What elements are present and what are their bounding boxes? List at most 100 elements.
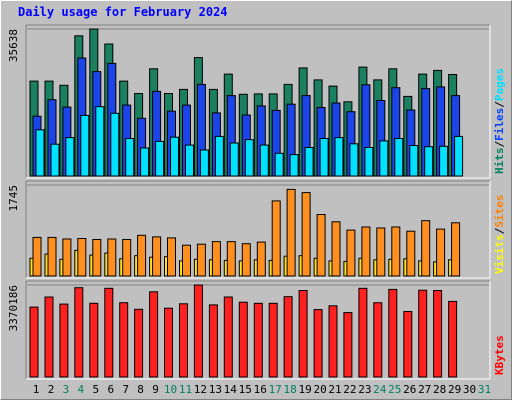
bar-kbytes-day-29: [448, 300, 458, 378]
bar-kbytes-day-15: [238, 301, 248, 378]
day-label-31: 31: [478, 383, 491, 396]
bar-sites-day-8: [137, 234, 147, 277]
bar-kbytes-day-2: [44, 296, 54, 378]
legend-entry: Pages: [493, 68, 506, 101]
bar-kbytes-day-13: [208, 304, 218, 378]
bar-kbytes-day-8: [134, 308, 144, 378]
legend-kbytes: KBytes: [493, 335, 506, 375]
bar-sites-day-1: [32, 236, 42, 277]
bar-sites-day-20: [316, 214, 326, 277]
bar-kbytes-day-20: [313, 309, 323, 378]
bar-kbytes-day-27: [418, 289, 428, 378]
bar-sites-day-29: [451, 222, 461, 277]
day-label-6: 6: [107, 383, 114, 396]
bar-pages-day-24: [379, 140, 389, 177]
bar-sites-day-25: [391, 226, 401, 277]
day-label-30: 30: [463, 383, 476, 396]
day-label-9: 9: [152, 383, 159, 396]
day-label-19: 19: [298, 383, 311, 396]
bar-pages-day-28: [439, 145, 449, 177]
day-label-13: 13: [209, 383, 222, 396]
bar-kbytes-day-19: [298, 290, 308, 378]
bar-sites-day-3: [62, 238, 72, 277]
bar-sites-day-26: [406, 230, 416, 277]
bar-pages-day-18: [289, 154, 299, 177]
max-value-label: 3370186: [7, 285, 20, 331]
bar-pages-day-4: [80, 114, 90, 177]
bar-kbytes-day-21: [328, 305, 338, 378]
day-label-8: 8: [137, 383, 144, 396]
bar-sites-day-23: [361, 226, 371, 277]
day-label-12: 12: [194, 383, 207, 396]
day-label-18: 18: [283, 383, 296, 396]
bar-pages-day-29: [454, 135, 464, 177]
bar-sites-day-5: [92, 239, 102, 277]
bar-kbytes-day-4: [74, 287, 84, 378]
bar-sites-day-21: [331, 221, 341, 277]
bar-pages-day-2: [50, 143, 60, 177]
bar-kbytes-day-3: [59, 303, 69, 378]
bar-pages-day-20: [319, 138, 329, 177]
bar-sites-day-7: [122, 239, 132, 277]
bar-sites-day-10: [167, 237, 176, 277]
day-label-29: 29: [448, 383, 461, 396]
legend-entry: Hits: [493, 148, 506, 175]
day-label-7: 7: [122, 383, 129, 396]
bar-kbytes-day-11: [179, 303, 188, 378]
day-label-22: 22: [343, 383, 356, 396]
legend-hits-files-pages: Hits/Files/Pages: [493, 68, 506, 174]
legend-entry: /: [493, 141, 506, 148]
bar-pages-day-27: [424, 146, 434, 177]
legend-entry: Files: [493, 108, 506, 141]
bar-kbytes-day-5: [89, 302, 99, 378]
bar-pages-day-6: [110, 112, 120, 177]
bar-sites-day-4: [77, 238, 87, 277]
bar-sites-day-16: [256, 241, 266, 277]
day-label-17: 17: [269, 383, 282, 396]
day-label-26: 26: [403, 383, 416, 396]
day-label-24: 24: [373, 383, 387, 396]
bar-sites-day-13: [211, 241, 221, 277]
bar-pages-day-5: [95, 106, 105, 177]
bar-pages-day-25: [394, 138, 404, 177]
day-label-5: 5: [92, 383, 99, 396]
day-label-10: 10: [164, 383, 177, 396]
bar-pages-day-17: [274, 152, 284, 177]
bar-kbytes-day-9: [149, 291, 159, 378]
legend-entry: /: [493, 227, 506, 234]
bar-sites-day-27: [421, 220, 431, 277]
bar-sites-day-28: [436, 228, 446, 277]
bar-pages-day-26: [409, 145, 419, 177]
bar-kbytes-day-25: [388, 288, 398, 378]
bar-sites-day-14: [226, 241, 236, 277]
bar-pages-day-9: [155, 140, 165, 177]
max-value-label: 1745: [7, 185, 20, 212]
bar-kbytes-day-7: [119, 302, 129, 378]
bar-sites-day-22: [346, 229, 356, 277]
bar-pages-day-15: [244, 139, 254, 177]
day-label-4: 4: [77, 383, 84, 396]
bar-sites-day-12: [196, 243, 206, 277]
day-label-28: 28: [433, 383, 446, 396]
bar-kbytes-day-22: [343, 312, 353, 378]
legend-visits-sites: Visits/Sites: [493, 195, 506, 275]
bar-pages-day-19: [304, 147, 314, 177]
day-label-14: 14: [224, 383, 238, 396]
bar-kbytes-day-1: [29, 306, 39, 378]
bar-pages-day-13: [214, 135, 224, 177]
bar-kbytes-day-12: [193, 284, 203, 378]
bar-kbytes-day-26: [403, 311, 413, 378]
bar-kbytes-day-24: [373, 302, 383, 378]
bar-sites-day-18: [286, 188, 296, 277]
bar-sites-day-6: [107, 238, 117, 277]
day-label-16: 16: [254, 383, 267, 396]
bar-pages-day-21: [334, 137, 344, 177]
bar-pages-day-7: [125, 138, 135, 177]
bar-pages-day-16: [259, 144, 269, 177]
day-label-15: 15: [239, 383, 252, 396]
max-value-label: 35638: [7, 29, 20, 62]
chart-title: Daily usage for February 2024: [18, 5, 228, 19]
legend-entry: /: [493, 101, 506, 108]
legend-entry: Sites: [493, 195, 506, 228]
